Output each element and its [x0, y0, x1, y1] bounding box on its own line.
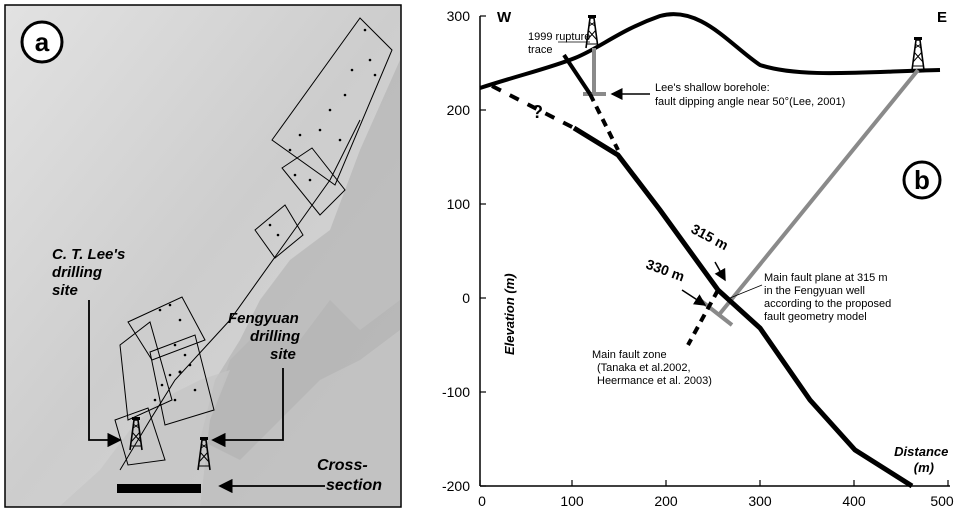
panel-b-badge: [902, 160, 942, 200]
x-tick-label: 0: [478, 493, 486, 509]
x-tick-label: 300: [748, 493, 772, 509]
question-mark: ?: [532, 102, 543, 122]
y-tick-label: 100: [447, 196, 471, 212]
rupture-trace-label: 1999 rupture trace: [528, 31, 593, 56]
main-fault-plane-label: Main fault plane at 315 m in the Fengyua…: [764, 272, 894, 323]
depth-330-arrow: [681, 289, 707, 306]
panel-a-badge: [20, 20, 64, 64]
main-fault-zone-dashed: [686, 289, 720, 346]
x-ticks: [479, 480, 949, 486]
cross-section-bar: [117, 484, 201, 493]
x-tick-labels: 0 100 200 300 400 500: [478, 493, 954, 509]
x-tick-label: 500: [930, 493, 954, 509]
east-label: E: [937, 9, 947, 26]
fengyuan-well: [716, 68, 920, 318]
depth-315-arrow: [714, 261, 726, 282]
y-tick-label: 0: [462, 290, 470, 306]
fault-inferred-dashed: [491, 84, 575, 130]
main-fault-plane-leader: [729, 284, 763, 299]
lee-site-label: C. T. Lee's drilling site: [52, 246, 129, 299]
cross-section-label: Cross- section: [317, 457, 382, 494]
survey-boxes: [114, 17, 393, 466]
lee-site-arrow: [88, 300, 122, 448]
rupture-trace-line: [119, 119, 361, 471]
main-fault-zone-label: Main fault zone (Tanaka et al.2002, Heer…: [592, 349, 712, 387]
y-tick-label: -200: [442, 478, 470, 494]
x-tick-label: 400: [842, 493, 866, 509]
lee-borehole-label: Lee's shallow borehole: fault dipping an…: [655, 82, 845, 108]
fengyuan-well-rig-icon: [911, 36, 925, 71]
y-tick-label: 300: [447, 8, 471, 24]
shallow-fault-dashed: [588, 93, 620, 151]
y-tick-labels: 300 200 100 0 -100 -200: [442, 8, 470, 494]
survey-points: [153, 28, 377, 402]
terrain-foothill: [60, 370, 230, 506]
y-ticks: [480, 15, 486, 487]
terrain-shadow: [200, 60, 400, 460]
ground-surface-line: [479, 12, 941, 90]
fengyuan-site-arrow: [211, 368, 284, 448]
y-tick-label: -100: [442, 384, 470, 400]
depth-330-label: 330 m: [644, 256, 687, 285]
panel-a-map: a C. T. Lee's drilling site Fengyuan dri…: [4, 4, 402, 508]
fengyuan-site-label: Fengyuan drilling site: [228, 310, 304, 363]
x-axis-title: Distance (m): [894, 444, 952, 475]
x-tick-label: 200: [654, 493, 678, 509]
depth-315-label: 315 m: [689, 221, 732, 254]
west-label: W: [497, 9, 512, 26]
shallow-fault-solid: [562, 53, 592, 96]
panel-b-section: 300 200 100 0 -100 -200 0 100 200 300 40…: [442, 8, 954, 509]
y-tick-label: 200: [447, 102, 471, 118]
main-fault-solid: [572, 125, 914, 489]
y-axis-title: Elevation (m): [502, 273, 517, 355]
x-tick-label: 100: [560, 493, 584, 509]
panel-a-badge-letter: a: [35, 27, 50, 57]
panel-b-badge-letter: b: [914, 165, 930, 195]
